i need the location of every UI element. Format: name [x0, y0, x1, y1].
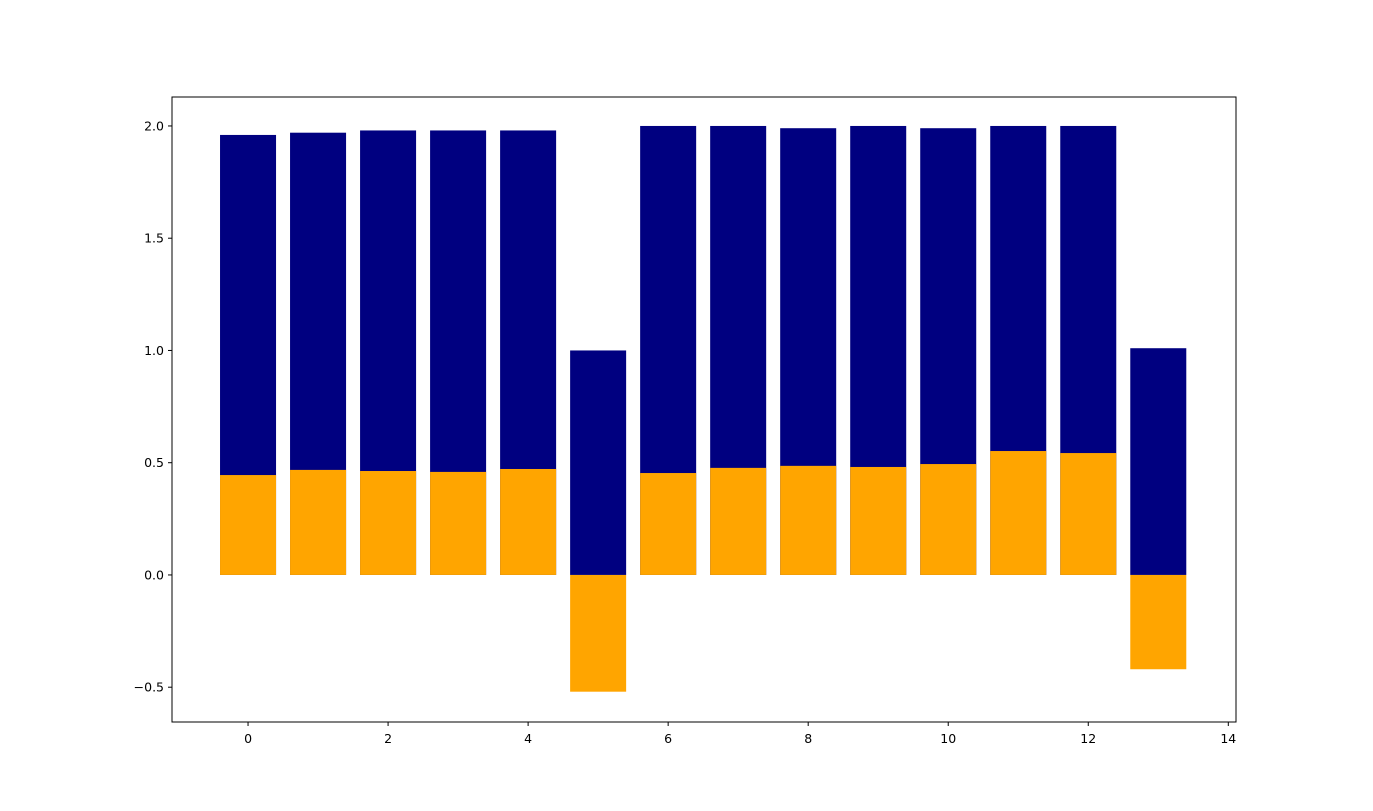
- y-tick-label: 1.5: [144, 231, 164, 246]
- y-tick-label: 1.0: [144, 343, 164, 358]
- plot-frame: [171, 96, 1237, 723]
- x-tick-label: 2: [384, 731, 392, 746]
- bar: [360, 471, 417, 575]
- bar: [1060, 453, 1117, 575]
- y-tick-label: −0.5: [134, 680, 164, 695]
- x-tick-label: 0: [244, 731, 252, 746]
- bar: [500, 468, 557, 575]
- x-tick-label: 6: [664, 731, 672, 746]
- x-tick-label: 14: [1220, 731, 1236, 746]
- bar: [290, 469, 347, 575]
- y-tick-label: 2.0: [144, 118, 164, 133]
- x-tick-label: 4: [524, 731, 532, 746]
- x-tick-label: 8: [804, 731, 812, 746]
- bar: [1130, 574, 1187, 670]
- bar: [640, 473, 697, 575]
- bar: [990, 451, 1047, 575]
- y-tick-label: 0.0: [144, 567, 164, 582]
- bar: [570, 350, 627, 575]
- x-tick-label: 10: [940, 731, 956, 746]
- bar: [850, 466, 907, 575]
- bar: [430, 471, 487, 575]
- x-tick-label: 12: [1080, 731, 1096, 746]
- bar: [710, 467, 767, 575]
- bar: [780, 465, 837, 575]
- bar: [220, 475, 277, 575]
- bar: [920, 464, 977, 575]
- y-tick-label: 0.5: [144, 455, 164, 470]
- bar: [1130, 348, 1187, 575]
- bar: [570, 574, 627, 692]
